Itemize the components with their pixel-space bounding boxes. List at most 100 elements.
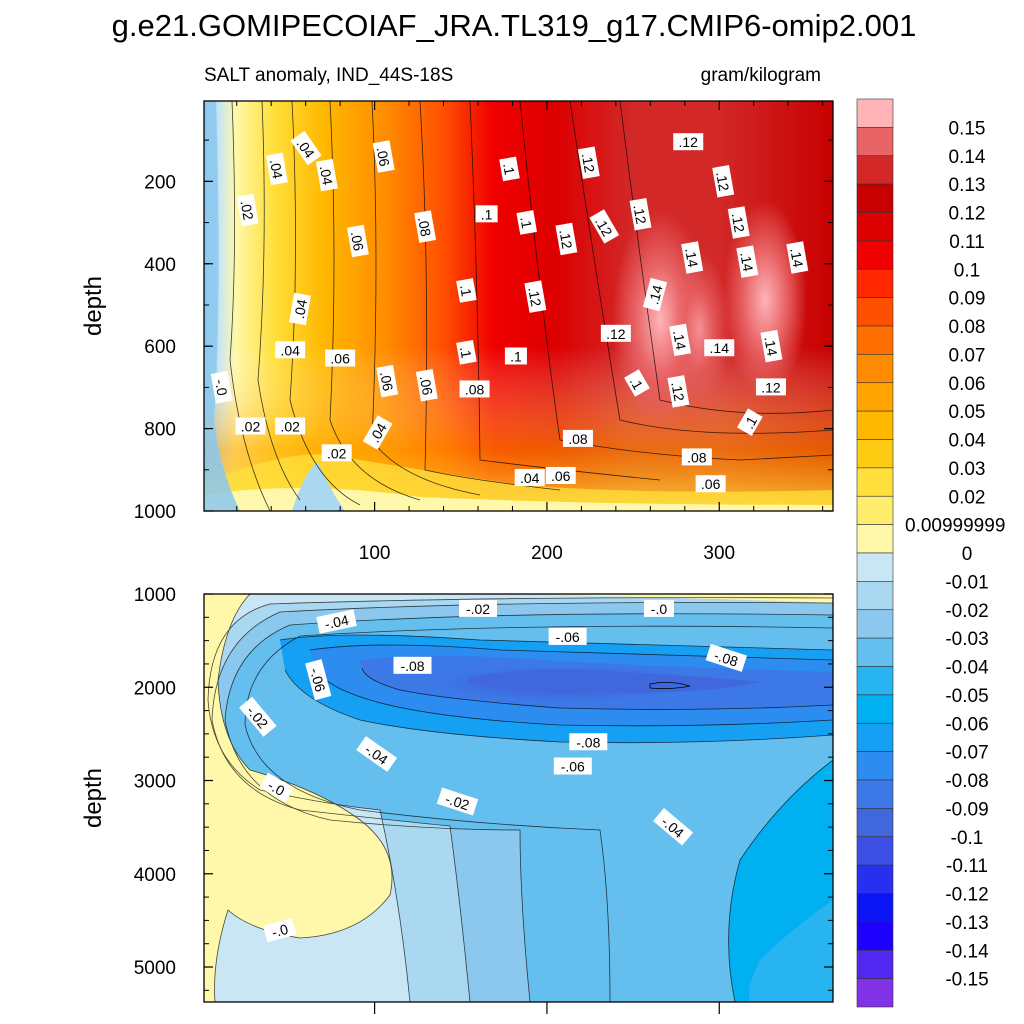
contour-label: .08: [562, 429, 593, 447]
contour-label-box: [456, 278, 477, 303]
contour-label-text: .12: [579, 152, 598, 174]
contour-label-box: [321, 444, 352, 462]
contour-label-box: [514, 469, 545, 487]
contour-label-box: [760, 329, 783, 363]
contour-label-text: -.04: [323, 612, 350, 633]
colorbar-swatch: [856, 495, 894, 525]
colorbar-label: -0.08: [945, 771, 988, 792]
contour-label: -.04: [316, 609, 357, 634]
colorbar: 0.15 0.14 0.13 0.12 0.11 0.1 0.09 0.08 0.07 0.06 0…: [856, 98, 1005, 1008]
contour-label-box: [456, 339, 477, 365]
colorbar-swatch: [856, 212, 894, 242]
top-ylabel: depth: [80, 276, 107, 336]
contour-label-text: .06: [348, 230, 367, 252]
contour-label-box: [695, 475, 726, 493]
contour-label-box: [653, 808, 694, 846]
contour-label: .04: [289, 292, 311, 326]
contour-label: .1: [504, 347, 527, 365]
xtick-label: 100: [359, 543, 391, 564]
top-ytick-label: 800: [144, 420, 176, 441]
colorbar-label: 0.03: [949, 459, 986, 480]
contour-label: .14: [642, 277, 668, 312]
bottom-panel: 1000 2000 3000 4000 5000 -.02 -.0 -.04 -.06 -.08…: [80, 585, 834, 1003]
colorbar-swatch: [856, 978, 894, 1008]
contour-label: .06: [545, 466, 576, 484]
contour-label-text: .04: [520, 470, 540, 486]
colorbar-label: -0.06: [945, 714, 988, 735]
colorbar-swatch: [856, 127, 894, 157]
contour-label-box: [475, 205, 498, 223]
colorbar-swatch: [856, 297, 894, 327]
contour-label-box: [376, 364, 399, 398]
contour-label-text: .02: [238, 199, 257, 221]
contour-label: .02: [236, 193, 259, 227]
contour-label-text: .06: [330, 351, 350, 367]
colorbar-swatch: [856, 552, 894, 582]
contour-label: .14: [736, 245, 759, 278]
contour-label-box: [736, 245, 759, 278]
colorbar-swatch: [856, 524, 894, 554]
contour-label-text: .1: [500, 162, 518, 176]
contour-label-text: .08: [568, 431, 588, 447]
contour-label-box: [786, 241, 809, 274]
contour-label-text: .08: [687, 449, 707, 465]
contour-label: .1: [516, 210, 538, 235]
contour-label: .12: [712, 165, 735, 198]
contour-label: .12: [727, 206, 750, 239]
colorbar-swatch: [856, 439, 894, 469]
colorbar-swatch: [856, 98, 894, 128]
contour-label: .04: [275, 341, 306, 359]
contour-label-box: [414, 210, 437, 243]
contour-label-box: [643, 599, 674, 617]
contour-label-text: .12: [761, 379, 781, 395]
contour-label: .12: [577, 146, 600, 179]
contour-label: .04: [315, 158, 338, 192]
colorbar-label: 0.08: [949, 317, 986, 338]
contour-label-box: [436, 787, 479, 816]
contour-label: -.0: [259, 772, 294, 803]
contour-label-box: [459, 380, 490, 398]
contour-label-text: -.08: [400, 658, 424, 674]
top-subtitle-left: SALT anomaly, IND_44S-18S: [204, 65, 453, 86]
contour-label-text: .12: [729, 212, 748, 234]
contour-label-box: [669, 323, 692, 357]
contour-label: .06: [695, 475, 726, 493]
contour-label: .06: [346, 224, 369, 258]
contour-label-box: [629, 197, 652, 231]
contour-label-box: [305, 659, 332, 701]
contour-label-box: [372, 140, 395, 173]
contour-label: .06: [372, 140, 395, 173]
contour-label: -.06: [548, 627, 587, 645]
colorbar-swatch: [856, 325, 894, 355]
contour-label: -.02: [436, 787, 479, 816]
contour-label: -.06: [305, 659, 332, 701]
contour-label-text: .04: [317, 164, 336, 186]
contour-label-text: -.06: [556, 629, 580, 645]
contour-label-box: [705, 643, 748, 672]
contour-label-text: .14: [787, 247, 806, 269]
figure-title: g.e21.GOMIPECOIAF_JRA.TL319_g17.CMIP6-om…: [112, 8, 917, 43]
contour-label-text: .06: [377, 370, 396, 392]
colorbar-label: -0.1: [951, 828, 984, 849]
colorbar-label: 0.02: [949, 487, 986, 508]
colorbar-swatch: [856, 722, 894, 752]
top-contour-labels: .04 .06 .04 .04 .02 .06 .08 .04 .04 .06 -.0 .06 .06.…: [210, 130, 809, 493]
contour-label: -.08: [705, 643, 748, 672]
contour-label-box: [545, 466, 576, 484]
contour-label: .02: [235, 417, 266, 435]
colorbar-swatch: [856, 694, 894, 724]
bottom-ytick-label: 1000: [134, 585, 176, 606]
contour-label-box: [315, 158, 338, 192]
contour-label-text: .08: [465, 381, 485, 397]
contour-label-text: .04: [291, 298, 310, 320]
contour-label: .12: [600, 324, 631, 342]
contour-label-text: .14: [670, 329, 689, 351]
contour-label-text: .06: [374, 146, 393, 168]
colorbar-label: -0.13: [945, 913, 988, 934]
contour-label-box: [316, 609, 357, 634]
bottom-ytick-label: 3000: [134, 772, 176, 793]
contour-label: -.0: [263, 918, 297, 943]
contour-label: .12: [629, 197, 652, 231]
contour-label-box: [553, 757, 592, 775]
